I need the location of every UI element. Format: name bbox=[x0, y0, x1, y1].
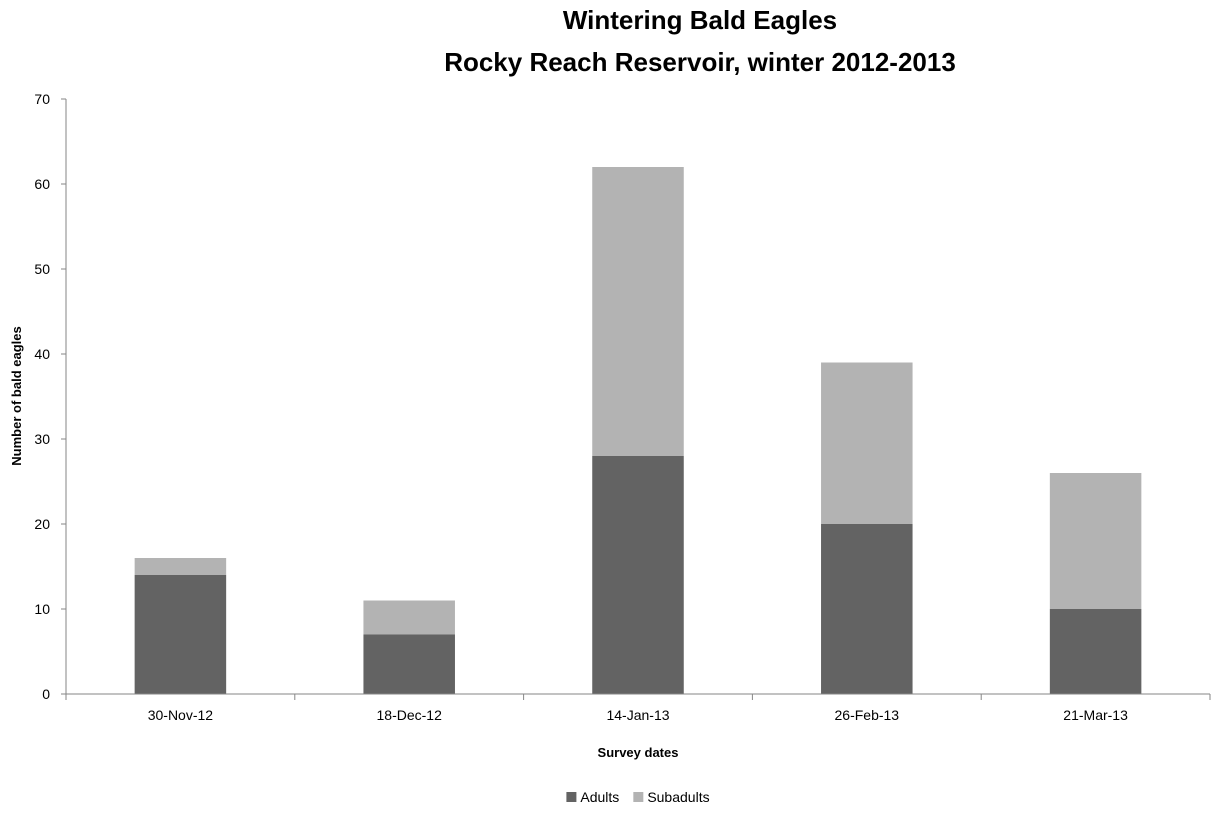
legend-label: Adults bbox=[580, 789, 619, 805]
legend-swatch bbox=[566, 792, 577, 802]
bar-subadults-0 bbox=[134, 558, 227, 575]
chart-title: Wintering Bald Eagles Rocky Reach Reserv… bbox=[444, 5, 956, 77]
bar-subadults-1 bbox=[363, 600, 455, 635]
y-tick-label: 10 bbox=[34, 601, 50, 617]
legend-label: Subadults bbox=[647, 789, 709, 805]
y-tick-label: 70 bbox=[34, 91, 50, 107]
x-tick-label: 14-Jan-13 bbox=[606, 707, 669, 723]
legend-item-subadults: Subadults bbox=[633, 789, 710, 805]
y-tick-label: 20 bbox=[34, 516, 50, 532]
bar-adults-3 bbox=[821, 524, 913, 694]
x-axis-ticks: 30-Nov-12 18-Dec-12 14-Jan-13 26-Feb-13 21-M… bbox=[65, 694, 1211, 723]
y-axis-title: Number of bald eagles bbox=[9, 326, 24, 465]
y-axis-ticks: 0 10 20 30 40 50 60 70 bbox=[34, 91, 66, 702]
x-tick-label: 21-Mar-13 bbox=[1063, 707, 1128, 723]
x-axis-title: Survey dates bbox=[598, 745, 679, 760]
bar-adults-4 bbox=[1049, 609, 1142, 694]
bars-group bbox=[134, 167, 1142, 694]
legend-item-adults: Adults bbox=[566, 789, 619, 805]
legend: Adults Subadults bbox=[566, 789, 710, 805]
bar-subadults-3 bbox=[821, 362, 913, 524]
x-tick-label: 30-Nov-12 bbox=[148, 707, 214, 723]
y-tick-label: 40 bbox=[34, 346, 50, 362]
bar-adults-1 bbox=[363, 634, 455, 694]
bar-adults-0 bbox=[134, 575, 227, 694]
bar-subadults-4 bbox=[1049, 473, 1142, 609]
y-tick-label: 60 bbox=[34, 176, 50, 192]
x-tick-label: 26-Feb-13 bbox=[835, 707, 900, 723]
legend-swatch bbox=[633, 792, 644, 802]
chart-title-line-1: Wintering Bald Eagles bbox=[563, 5, 837, 35]
chart-title-line-2: Rocky Reach Reservoir, winter 2012-2013 bbox=[444, 47, 956, 77]
y-tick-label: 0 bbox=[42, 686, 50, 702]
x-tick-label: 18-Dec-12 bbox=[377, 707, 443, 723]
y-tick-label: 30 bbox=[34, 431, 50, 447]
y-tick-label: 50 bbox=[34, 261, 50, 277]
bar-subadults-2 bbox=[592, 167, 684, 456]
bar-adults-2 bbox=[592, 456, 684, 694]
